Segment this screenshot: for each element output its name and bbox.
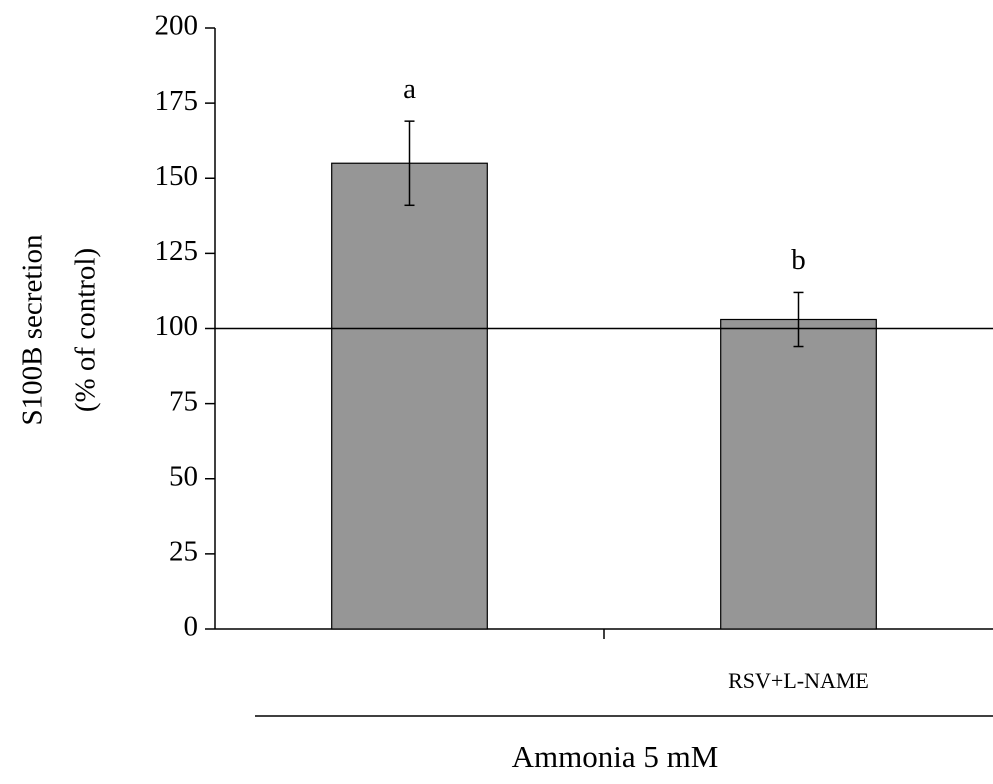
y-tick-label: 100: [155, 310, 199, 342]
annotation: a: [403, 73, 416, 105]
y-axis-label: S100B secretion: [17, 234, 49, 425]
y-tick-label: 200: [155, 10, 199, 42]
y-tick-label: 25: [169, 536, 198, 568]
y-tick-label: 150: [155, 160, 199, 192]
y-axis-label: (% of control): [70, 248, 102, 412]
y-tick-label: 175: [155, 85, 199, 117]
bar: [331, 162, 488, 630]
x-axis-label: Ammonia 5 mM: [512, 739, 719, 774]
bar: [720, 318, 877, 630]
annotation: b: [791, 244, 806, 276]
y-tick-label: 0: [184, 611, 199, 643]
y-tick-label: 125: [155, 235, 199, 267]
y-tick-label: 50: [169, 460, 198, 492]
x-tick-label: RSV+L-NAME: [728, 668, 869, 693]
y-tick-label: 75: [169, 385, 198, 417]
